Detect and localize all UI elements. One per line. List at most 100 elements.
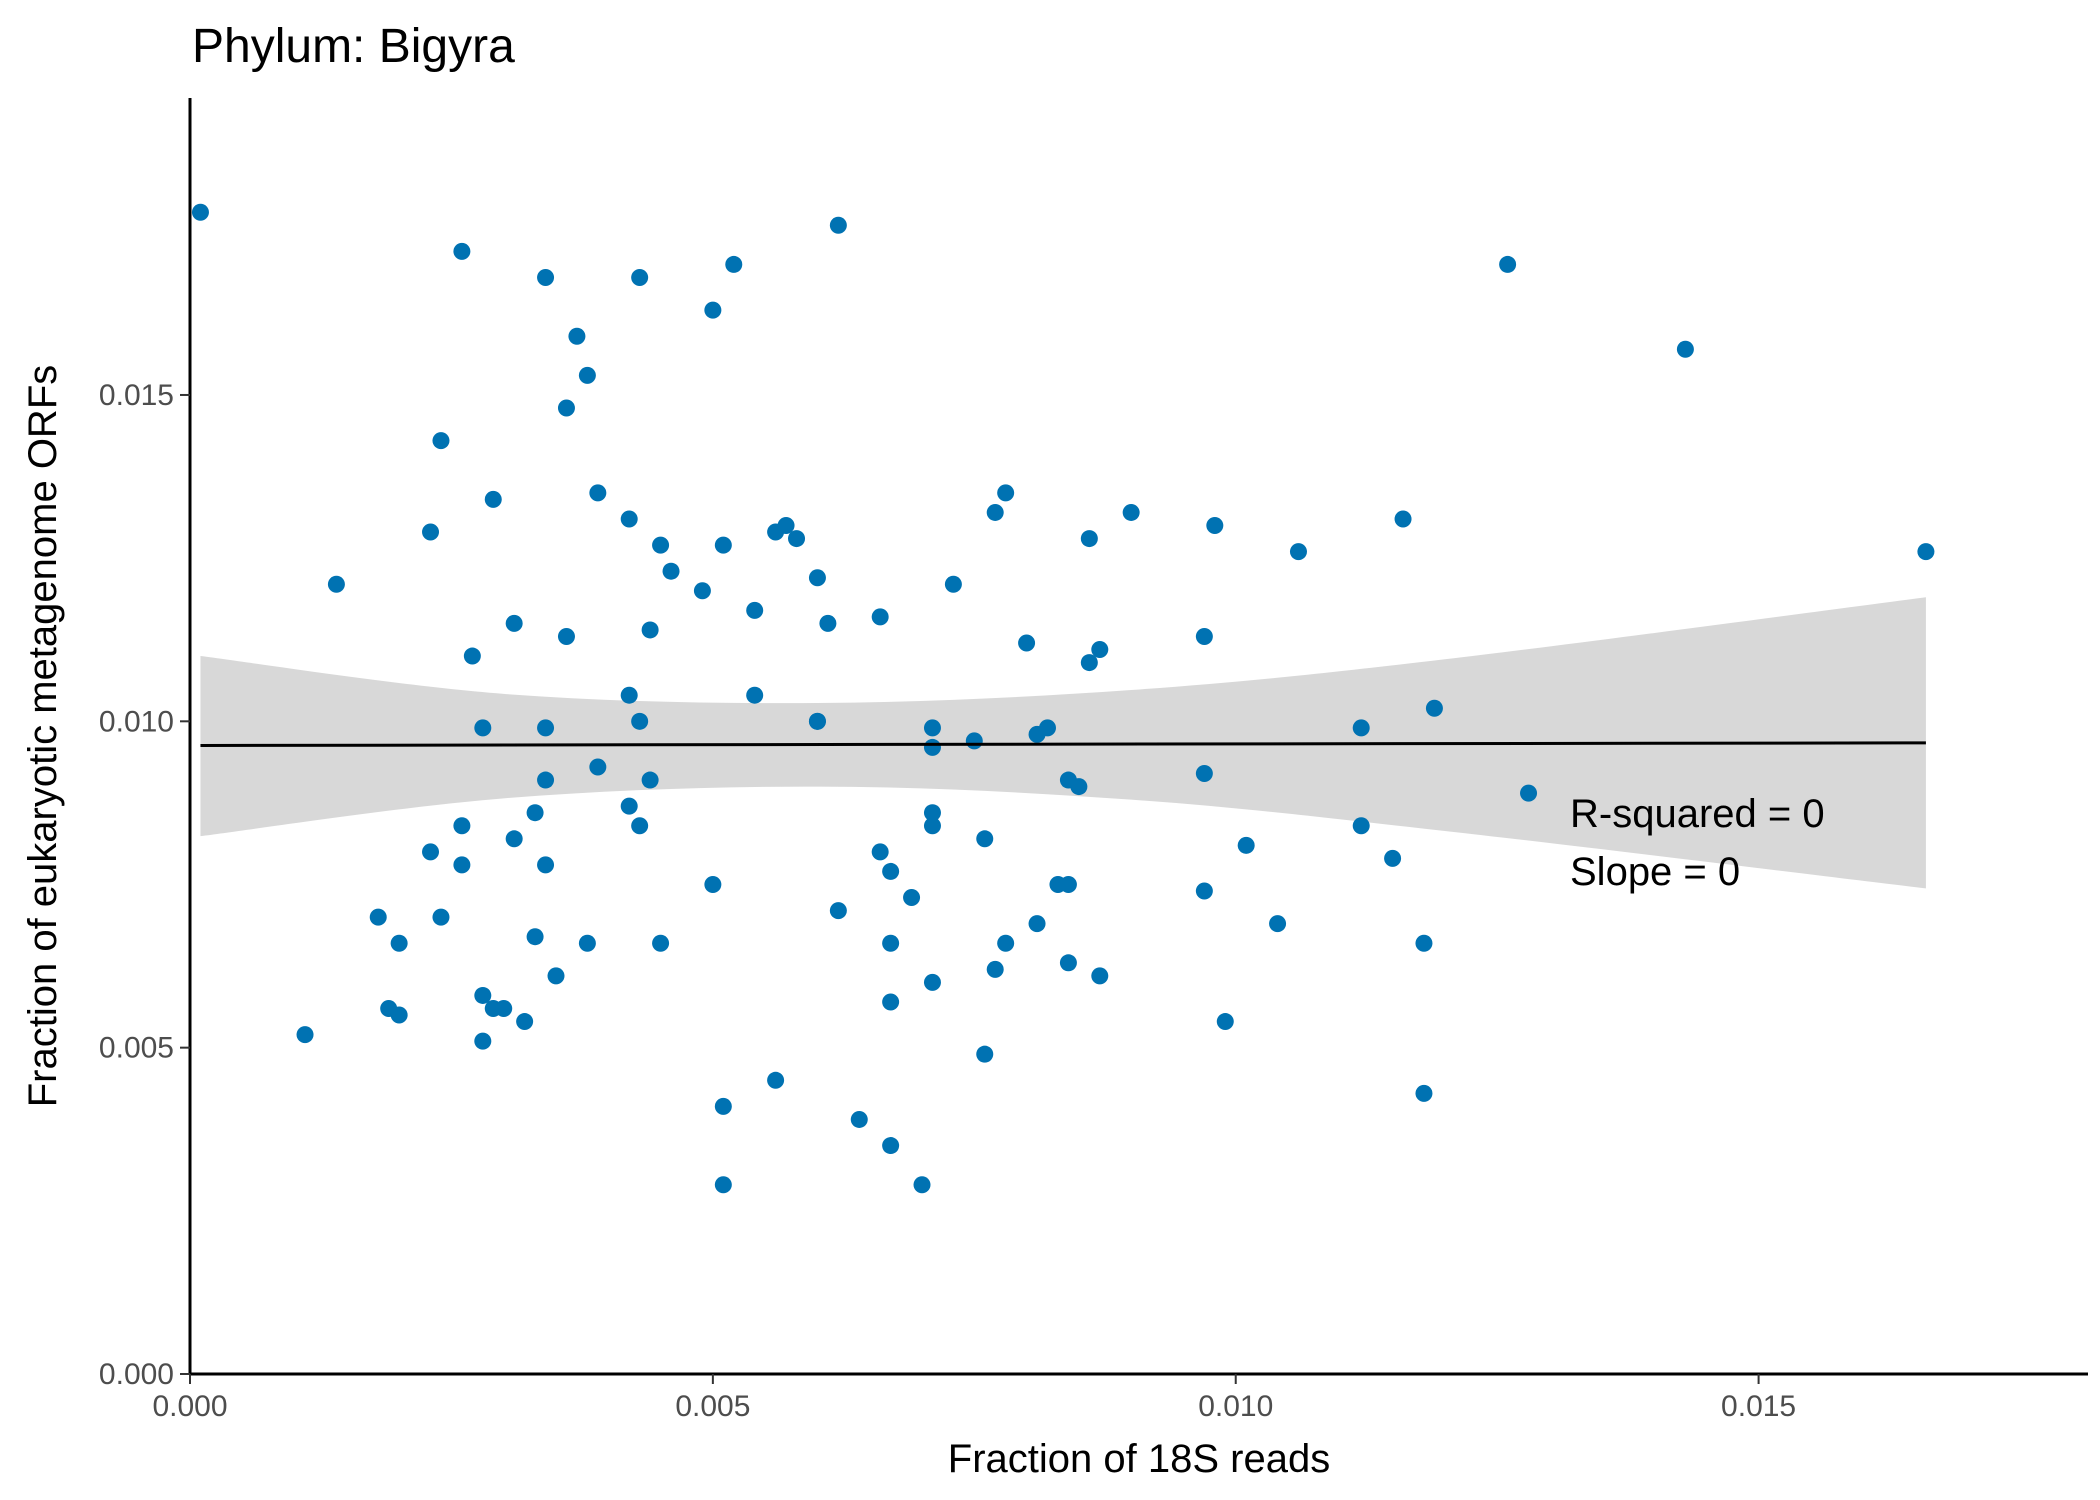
data-point <box>641 621 659 639</box>
data-point <box>453 856 471 874</box>
data-point <box>1384 849 1402 867</box>
data-point <box>432 432 450 450</box>
data-point <box>819 614 837 632</box>
data-point <box>1018 634 1036 652</box>
data-point <box>652 934 670 952</box>
data-point <box>369 908 387 926</box>
data-point <box>714 536 732 554</box>
data-point <box>631 817 649 835</box>
data-point <box>327 575 345 593</box>
data-point <box>1206 517 1224 535</box>
data-point <box>191 203 209 221</box>
data-point <box>296 1026 314 1044</box>
data-point <box>662 562 680 580</box>
data-point <box>589 484 607 502</box>
data-point <box>1080 654 1098 672</box>
data-point <box>882 862 900 880</box>
data-point <box>1070 778 1088 796</box>
data-point <box>474 986 492 1004</box>
data-point <box>986 960 1004 978</box>
y-tick-label: 0.000 <box>99 1358 174 1391</box>
data-point <box>1425 699 1443 717</box>
data-point <box>578 366 596 384</box>
data-point <box>1415 1084 1433 1102</box>
data-point <box>1352 817 1370 835</box>
data-point <box>432 908 450 926</box>
data-point <box>1269 915 1287 933</box>
data-point <box>1059 875 1077 893</box>
data-point <box>1195 882 1213 900</box>
data-point <box>1394 510 1412 528</box>
data-point <box>620 797 638 815</box>
data-point <box>390 934 408 952</box>
data-point <box>788 530 806 548</box>
data-point <box>808 712 826 730</box>
data-point <box>1080 530 1098 548</box>
data-point <box>923 804 941 822</box>
data-point <box>1059 954 1077 972</box>
data-point <box>484 490 502 508</box>
x-axis-title: Fraction of 18S reads <box>948 1437 1330 1481</box>
data-point <box>882 934 900 952</box>
data-point <box>913 1176 931 1194</box>
data-point <box>850 1110 868 1128</box>
data-point <box>390 1006 408 1024</box>
data-point <box>474 719 492 737</box>
data-point <box>537 268 555 286</box>
data-point <box>714 1097 732 1115</box>
data-point <box>965 732 983 750</box>
data-point <box>516 1013 534 1031</box>
data-point <box>1917 543 1935 561</box>
data-point <box>1195 765 1213 783</box>
data-point <box>923 738 941 756</box>
data-point <box>986 503 1004 521</box>
data-point <box>923 817 941 835</box>
data-point <box>976 830 994 848</box>
data-point <box>829 216 847 234</box>
data-point <box>725 255 743 273</box>
data-point <box>704 301 722 319</box>
data-point <box>882 1137 900 1155</box>
data-point <box>767 1071 785 1089</box>
data-point <box>1499 255 1517 273</box>
x-axis-ticks: 0.000 0.005 0.010 0.015 <box>152 1374 1796 1423</box>
data-point <box>777 517 795 535</box>
data-point <box>537 719 555 737</box>
y-axis-ticks: 0.000 0.005 0.010 0.015 <box>99 379 190 1391</box>
data-point <box>422 523 440 541</box>
data-point <box>693 582 711 600</box>
data-point <box>997 934 1015 952</box>
data-point <box>557 627 575 645</box>
data-point <box>1415 934 1433 952</box>
data-point <box>453 242 471 260</box>
data-point <box>1352 719 1370 737</box>
slope-annotation: Slope = 0 <box>1570 850 1740 894</box>
data-point <box>547 967 565 985</box>
y-axis-title: Fraction of eukaryotic metagenome ORFs <box>21 365 65 1108</box>
data-point <box>746 601 764 619</box>
x-tick-label: 0.010 <box>1198 1390 1273 1423</box>
r-squared-annotation: R-squared = 0 <box>1570 792 1825 836</box>
data-point <box>997 484 1015 502</box>
x-tick-label: 0.005 <box>675 1390 750 1423</box>
data-point <box>1676 340 1694 358</box>
data-point <box>463 647 481 665</box>
data-point <box>829 902 847 920</box>
trend-line <box>200 741 1926 747</box>
data-point <box>568 327 586 345</box>
data-point <box>526 928 544 946</box>
data-point <box>808 569 826 587</box>
data-point <box>882 993 900 1011</box>
data-point <box>453 817 471 835</box>
data-point <box>589 758 607 776</box>
data-point <box>903 889 921 907</box>
y-tick-label: 0.015 <box>99 379 174 412</box>
data-point <box>976 1045 994 1063</box>
y-tick-label: 0.005 <box>99 1032 174 1065</box>
data-point <box>944 575 962 593</box>
x-tick-label: 0.000 <box>152 1390 227 1423</box>
x-tick-label: 0.015 <box>1721 1390 1796 1423</box>
data-point <box>1237 836 1255 854</box>
data-point <box>537 771 555 789</box>
